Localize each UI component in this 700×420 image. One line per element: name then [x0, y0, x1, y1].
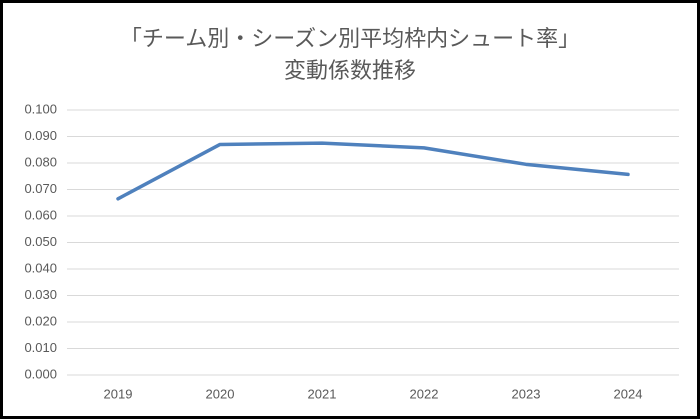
y-tick-label: 0.070 [24, 181, 57, 196]
y-tick-label: 0.020 [24, 313, 57, 328]
y-tick-label: 0.050 [24, 234, 57, 249]
chart-title: 「チーム別・シーズン別平均枠内シュート率」 [120, 27, 580, 52]
x-tick-label: 2023 [512, 386, 541, 401]
y-tick-label: 0.040 [24, 260, 57, 275]
x-tick-label: 2021 [308, 386, 337, 401]
y-tick-label: 0.090 [24, 128, 57, 143]
data-line [116, 141, 630, 201]
y-tick-label: 0.010 [24, 340, 57, 355]
y-tick-label: 0.080 [24, 154, 57, 169]
chart-title: 変動係数推移 [284, 59, 416, 84]
x-tick-label: 2020 [206, 386, 235, 401]
y-tick-label: 0.100 [24, 101, 57, 116]
y-tick-label: 0.030 [24, 287, 57, 302]
x-tick-label: 2024 [614, 386, 643, 401]
x-tick-label: 2019 [104, 386, 133, 401]
y-tick-label: 0.000 [24, 366, 57, 381]
x-tick-label: 2022 [410, 386, 439, 401]
y-tick-label: 0.060 [24, 207, 57, 222]
